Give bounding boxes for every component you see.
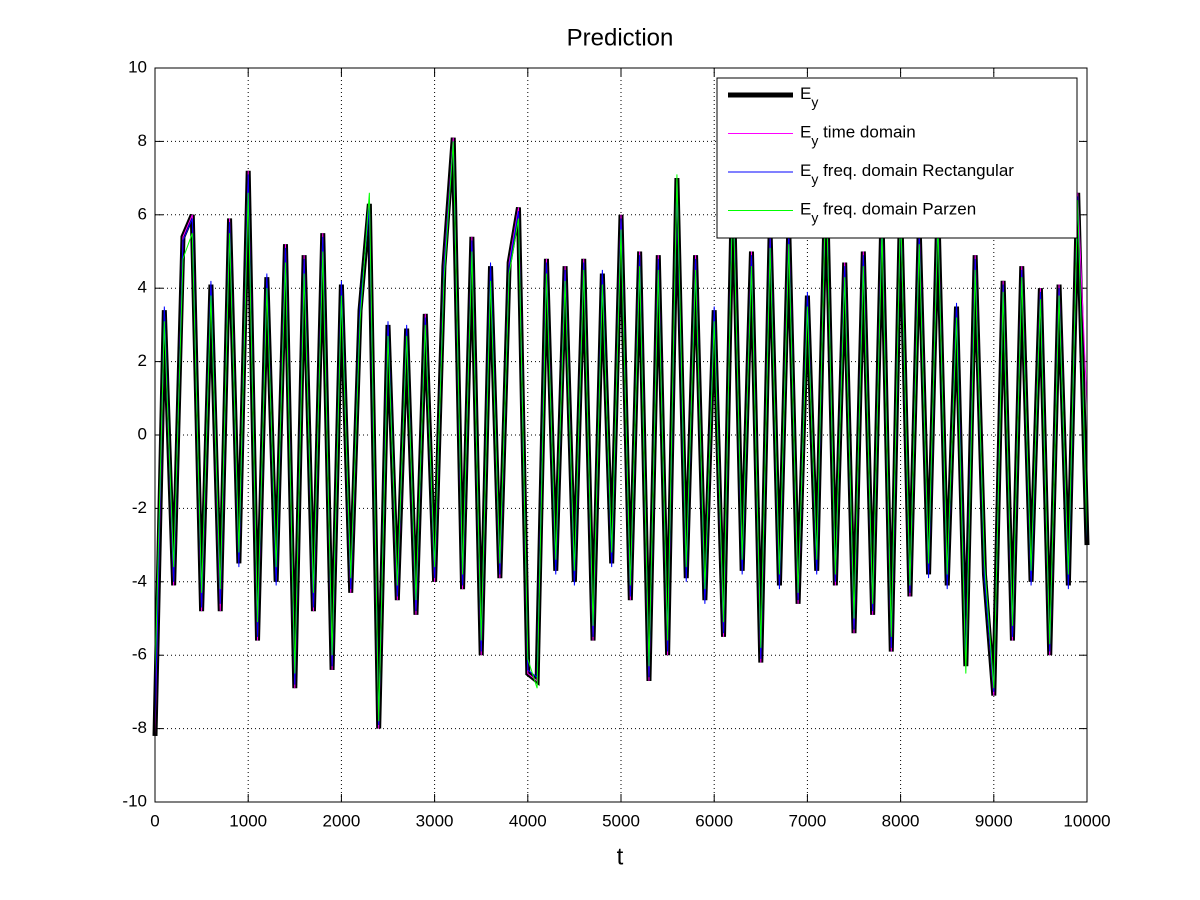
x-tick-label: 8000 xyxy=(882,811,920,830)
y-tick-label: 4 xyxy=(138,278,147,297)
legend-label: Ey time domain xyxy=(800,123,916,148)
x-tick-label: 10000 xyxy=(1063,811,1110,830)
chart-title: Prediction xyxy=(567,24,674,51)
y-tick-label: -10 xyxy=(122,791,147,810)
x-tick-label: 4000 xyxy=(509,811,547,830)
series-line xyxy=(154,141,1088,722)
legend-label: Ey xyxy=(800,84,818,109)
x-tick-label: 2000 xyxy=(322,811,360,830)
x-tick-label: 6000 xyxy=(695,811,733,830)
x-tick-label: 0 xyxy=(150,811,159,830)
y-tick-label: -8 xyxy=(132,718,147,737)
x-tick-label: 3000 xyxy=(416,811,454,830)
x-tick-label: 7000 xyxy=(788,811,826,830)
legend-box xyxy=(716,77,1078,239)
y-tick-label: -4 xyxy=(132,571,147,590)
legend-label: Ey freq. domain Parzen xyxy=(800,200,976,225)
legend-label: Ey freq. domain Rectangular xyxy=(800,161,1014,186)
y-tick-label: 2 xyxy=(138,351,147,370)
y-tick-label: -2 xyxy=(132,498,147,517)
y-tick-label: 8 xyxy=(138,131,147,150)
y-tick-label: 0 xyxy=(138,424,147,443)
y-tick-label: -6 xyxy=(132,645,147,664)
x-tick-label: 5000 xyxy=(602,811,640,830)
x-axis-label: t xyxy=(617,843,624,870)
axes-box xyxy=(154,67,1088,803)
y-tick-label: 6 xyxy=(138,204,147,223)
x-tick-label: 9000 xyxy=(975,811,1013,830)
y-tick-label: 10 xyxy=(128,57,147,76)
x-tick-label: 1000 xyxy=(229,811,267,830)
